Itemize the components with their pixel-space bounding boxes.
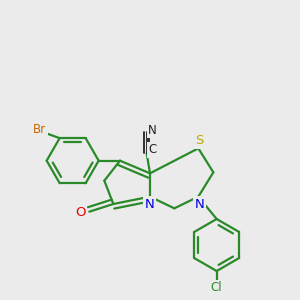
Text: C: C <box>148 143 157 157</box>
Text: S: S <box>196 134 204 148</box>
Text: Br: Br <box>33 123 46 136</box>
Text: O: O <box>75 206 85 219</box>
Text: Cl: Cl <box>211 281 223 294</box>
Text: N: N <box>148 124 157 136</box>
Text: N: N <box>145 197 154 211</box>
Text: N: N <box>195 197 205 211</box>
